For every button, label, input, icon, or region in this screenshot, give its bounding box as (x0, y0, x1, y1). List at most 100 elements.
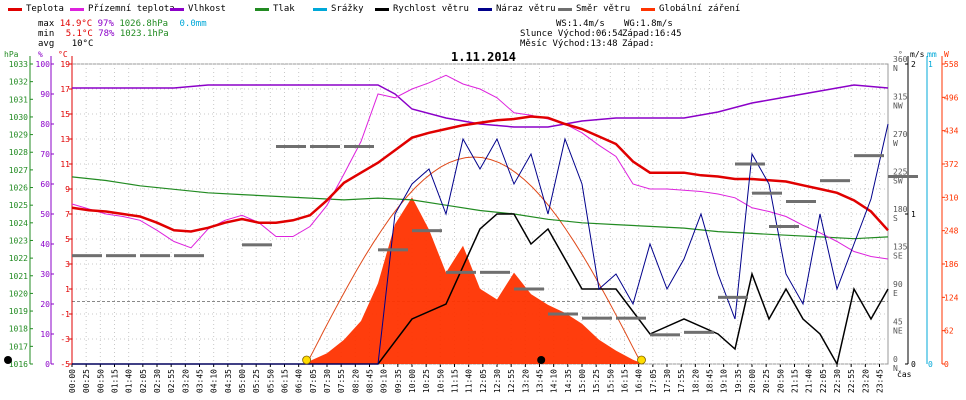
dir-tick-label: 360 (893, 55, 908, 64)
x-tick-label: 16:15 (621, 369, 630, 393)
legend-label: Přízemní teplota (88, 4, 175, 14)
dir-tick-letter: S (893, 214, 898, 223)
legend-label: Směr větru (576, 4, 631, 14)
pressure-tick-label: 1023 (9, 236, 28, 245)
legend-label: Srážky (331, 4, 364, 14)
wind-dir-point (412, 229, 442, 233)
x-tick-label: 15:25 (592, 369, 601, 393)
radiation-tick-label: 186 (944, 260, 959, 269)
dir-tick-label: 180 (893, 205, 908, 214)
legend-swatch (641, 7, 655, 11)
x-tick-label: 13:20 (521, 369, 530, 393)
temp-axis-unit: °C (58, 50, 68, 59)
rain-total: 0.0mm (179, 19, 207, 29)
wind-gust-info: WG:1.8m/s (624, 19, 673, 29)
avg-temp: 10°C (71, 39, 94, 49)
wind-dir-point (480, 270, 510, 274)
pressure-tick-label: 1032 (9, 78, 28, 87)
x-tick-label: 19:10 (720, 369, 729, 393)
legend-item: Globální záření (641, 3, 740, 15)
pressure-tick-label: 1019 (9, 307, 28, 316)
temp-tick-label: 19 (60, 60, 70, 69)
pressure-tick-label: 1027 (9, 166, 28, 175)
legend-item: Rychlost větru (375, 3, 469, 15)
x-tick-label: 00:00 (68, 369, 77, 393)
legend-item: Vlhkost (170, 3, 226, 15)
pressure-tick-label: 1020 (9, 289, 28, 298)
temp-tick-label: 17 (60, 85, 70, 94)
x-tick-label: 12:55 (507, 369, 516, 393)
pressure-tick-label: 1018 (9, 325, 28, 334)
legend-swatch (478, 7, 492, 11)
legend-label: Náraz větru (496, 4, 556, 14)
x-tick-label: 18:20 (691, 369, 700, 393)
legend-swatch (8, 7, 22, 11)
stats-avg-label: avg (38, 39, 55, 49)
dir-tick-label: 225 (893, 168, 908, 177)
speed-tick-label: 1 (911, 210, 916, 219)
wind-dir-point (344, 145, 374, 148)
wind-dir-point (242, 243, 272, 247)
temp-tick-label: -3 (60, 335, 70, 344)
temp-tick-label: -1 (60, 310, 70, 319)
x-tick-label: 06:40 (295, 369, 304, 393)
x-tick-label: 11:40 (465, 369, 474, 393)
x-tick-label: 19:35 (734, 369, 743, 393)
dir-tick-letter: NW (893, 102, 903, 111)
x-tick-label: 17:30 (663, 369, 672, 393)
temp-tick-label: 9 (65, 185, 70, 194)
dir-tick-letter: SE (893, 252, 903, 261)
x-tick-label: 15:50 (606, 369, 615, 393)
x-tick-label: 20:00 (748, 369, 757, 393)
stats-avg: avg 10°C (38, 39, 93, 49)
x-tick-label: 08:20 (351, 369, 360, 393)
wind-dir-point (446, 270, 476, 274)
humidity-tick-label: 50 (40, 210, 50, 219)
x-tick-label: 07:30 (323, 369, 332, 393)
max-temp: 14.9°C (59, 19, 93, 29)
wind-dir-point (106, 254, 136, 258)
humidity-tick-label: 60 (40, 180, 50, 189)
series-temperature (71, 115, 889, 233)
temp-tick-label: 13 (60, 135, 70, 144)
x-tick-label: 10:25 (422, 369, 431, 393)
wind-dir-point (820, 179, 850, 183)
legend-label: Tlak (273, 4, 295, 14)
x-tick-label: 09:35 (394, 369, 403, 393)
x-tick-label: 08:45 (366, 369, 375, 393)
temp-tick-label: 15 (60, 110, 70, 119)
speed-axis-unit: m/s (910, 50, 925, 59)
legend-swatch (170, 7, 184, 11)
x-tick-label: 04:10 (210, 369, 219, 393)
legend-swatch (313, 7, 327, 11)
radiation-tick-label: 248 (944, 227, 959, 236)
max-humidity: 97% (97, 19, 114, 29)
legend-item: Srážky (313, 3, 364, 15)
legend-swatch (255, 7, 269, 11)
rain-axis-unit: mm (927, 50, 937, 59)
wind-dir-point (735, 162, 765, 166)
pressure-tick-label: 1025 (9, 201, 28, 210)
speed-tick-label: 0 (911, 360, 916, 369)
wind-dir-point (854, 154, 884, 158)
moon-marker-left (4, 356, 12, 364)
humidity-tick-label: 100 (36, 60, 51, 69)
radiation-tick-label: 496 (944, 93, 959, 102)
wind-dir-point (582, 316, 612, 320)
sunset-info: Západ:16:45 (622, 29, 682, 39)
radiation-tick-label: 62 (944, 327, 954, 336)
x-tick-label: 17:05 (649, 369, 658, 393)
sun-marker (637, 355, 646, 365)
radiation-tick-label: 0 (944, 360, 949, 369)
x-tick-label: 10:00 (408, 369, 417, 393)
legend-item: Přízemní teplota (70, 3, 175, 15)
humidity-tick-label: 80 (40, 120, 50, 129)
series-radiation-theoretical (306, 156, 642, 365)
rain-tick-label: 1 (928, 60, 933, 69)
pressure-tick-label: 1033 (9, 60, 28, 69)
x-tick-label: 07:55 (337, 369, 346, 393)
x-tick-label: 05:25 (252, 369, 261, 393)
wind-dir-point (276, 145, 306, 148)
moonrise-info: Měsíc Východ:13:48 (520, 39, 618, 49)
